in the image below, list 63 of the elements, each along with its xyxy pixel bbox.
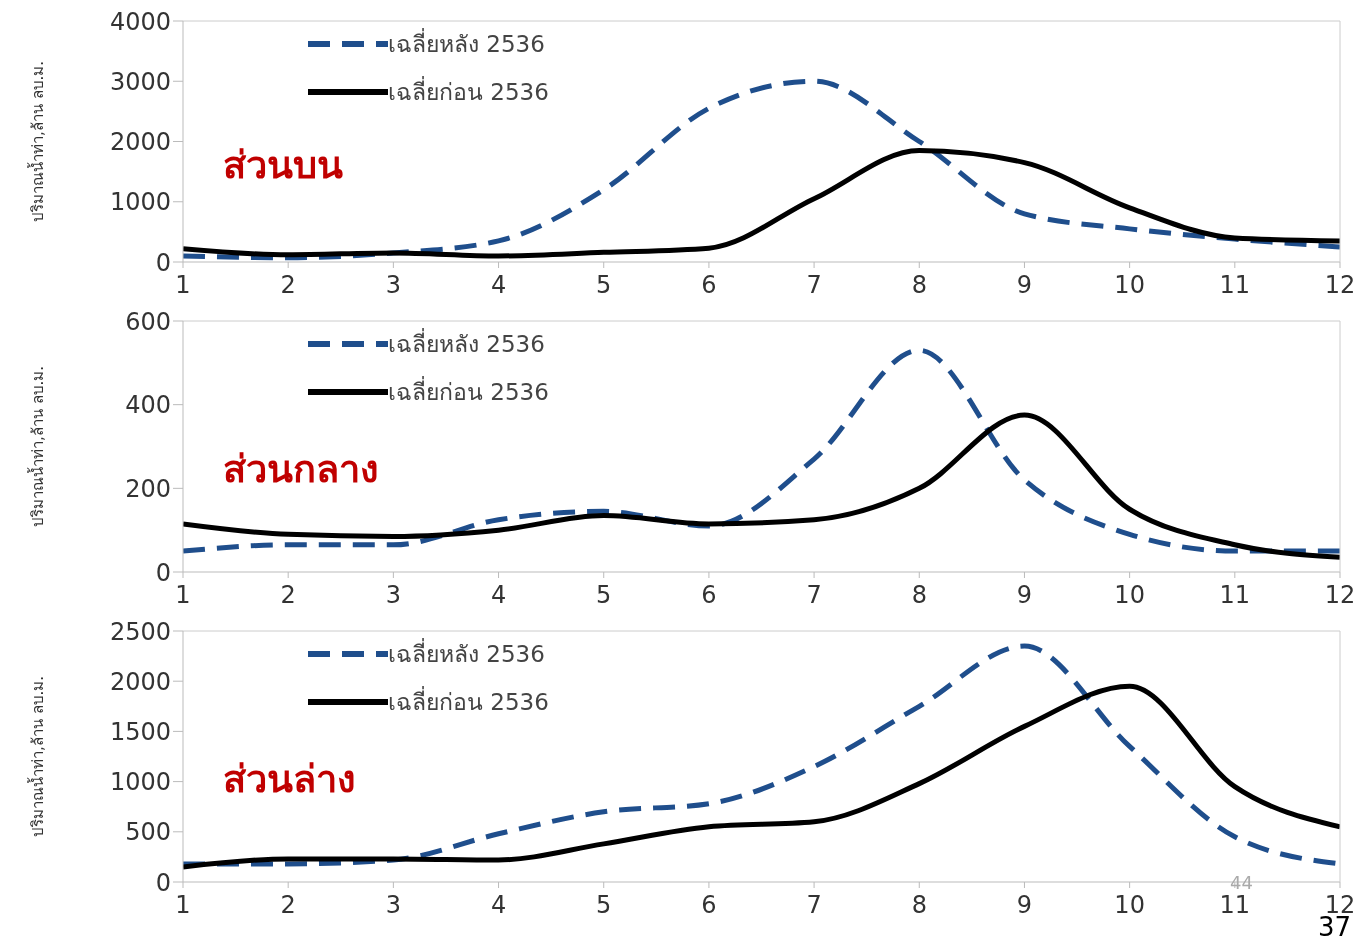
x-tick-label: 4 [490,891,507,920]
x-tick-label: 7 [806,271,822,300]
x-tick-label: 3 [385,271,401,300]
y-axis-title: ปริมาณน้ำท่า,ล้าน ลบ.ม. [27,60,48,223]
x-tick-label: 5 [596,581,612,610]
x-tick-label: 10 [1114,891,1145,920]
x-tick-label: 12 [1324,271,1355,300]
legend-label: เฉลี่ยหลัง 2536 [388,27,545,59]
x-tick-label: 5 [596,891,612,920]
x-tick-label: 11 [1219,891,1251,920]
y-tick-label: 600 [125,307,171,336]
y-tick-label: 4000 [109,7,171,36]
x-tick-label: 10 [1114,271,1145,300]
x-tick-label: 2 [280,271,296,300]
legend-label: เฉลี่ยก่อน 2536 [388,375,549,407]
y-tick-label: 1000 [109,768,171,797]
y-tick-label: 400 [125,391,171,420]
y-tick-label: 1000 [109,188,171,217]
y-axis-title: ปริมาณน้ำท่า,ล้าน ลบ.ม. [27,675,48,838]
x-tick-label: 2 [280,581,296,610]
y-axis-title: ปริมาณน้ำท่า,ล้าน ลบ.ม. [27,365,48,528]
x-tick-label: 4 [490,271,507,300]
y-tick-label: 0 [155,558,171,587]
x-tick-label: 1 [175,891,191,920]
x-tick-label: 10 [1114,581,1145,610]
x-tick-label: 4 [490,581,507,610]
x-tick-label: 9 [1016,581,1033,610]
x-tick-label: 3 [385,891,401,920]
legend-label: เฉลี่ยก่อน 2536 [388,685,549,717]
x-tick-label: 3 [385,581,401,610]
x-tick-label: 7 [806,891,822,920]
text: ส่วนล่าง [223,756,356,804]
x-tick-label: 12 [1324,581,1355,610]
x-tick-label: 5 [596,271,612,300]
x-tick-label: 7 [806,581,822,610]
y-tick-label: 0 [155,868,171,897]
y-tick-label: 2000 [109,667,171,696]
y-tick-label: 1500 [109,717,171,746]
x-tick-label: 8 [911,891,927,920]
y-tick-label: 0 [155,248,171,277]
x-tick-label: 6 [701,891,717,920]
x-tick-label: 9 [1016,891,1033,920]
legend-label: เฉลี่ยหลัง 2536 [388,637,545,669]
legend-label: เฉลี่ยหลัง 2536 [388,327,545,359]
y-tick-label: 3000 [109,67,171,96]
y-tick-label: 200 [125,474,171,503]
x-tick-label: 9 [1016,271,1033,300]
x-tick-label: 1 [175,271,191,300]
x-tick-label: 8 [911,271,927,300]
x-tick-label: 8 [911,581,927,610]
x-tick-label: 11 [1219,271,1251,300]
text: ส่วนบน [223,142,343,189]
y-tick-label: 2000 [109,128,171,157]
x-tick-label: 6 [701,581,717,610]
x-tick-label: 2 [280,891,296,920]
legend-label: เฉลี่ยก่อน 2536 [388,75,549,107]
text: ส่วนกลาง [223,446,379,494]
x-tick-label: 11 [1219,581,1251,610]
y-tick-label: 500 [125,818,171,847]
x-tick-label: 6 [701,271,717,300]
x-tick-label: 1 [175,581,191,610]
annotation: 44 [1230,872,1253,893]
y-tick-label: 2500 [109,617,171,646]
